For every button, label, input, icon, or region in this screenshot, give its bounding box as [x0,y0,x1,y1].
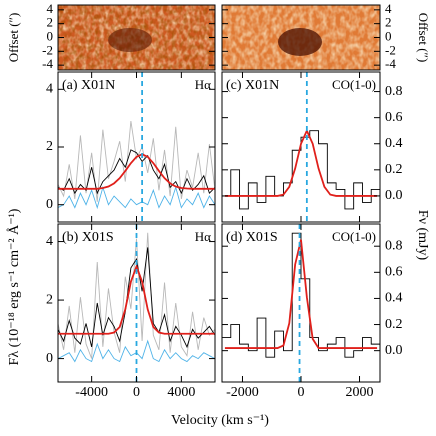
panel-frame [221,223,381,383]
image-left [58,5,215,70]
panel-label: (b) X01S [62,230,114,245]
y-tick-label: 2 [46,292,53,307]
x-tick-label: -2000 [226,385,259,400]
y-tick-label: -2 [385,42,396,57]
image-right [222,5,380,70]
x-tick-label: 0 [298,385,305,400]
y-tick-label: 0 [46,351,53,366]
y-tick-label: 0.0 [385,343,403,358]
panel-frame [57,71,216,223]
panel-label: (d) X01S [226,230,278,245]
y-tick-label: 0.8 [385,84,403,99]
y-tick-label: 0.6 [385,265,403,280]
y-tick-label: 4 [46,234,53,249]
spectrum-line [57,185,216,210]
panel-label: (a) X01N [62,78,115,93]
y-axis-label: Offset (″) [6,13,21,63]
x-tick-label: 0 [133,385,140,400]
panel-frame [57,4,216,71]
x-axis-label: Velocity (km s⁻¹) [171,413,269,428]
y-tick-label: 0.2 [385,162,403,177]
y-tick-label: 4 [47,1,54,16]
y-tick-label: 2 [46,139,53,154]
y-axis-label: Offset (″) [416,13,431,63]
x-tick-label: 2000 [346,385,374,400]
y-tick-label: 0 [47,28,54,43]
spectrum-line [57,120,216,202]
y-tick-label: 0.2 [385,317,403,332]
y-tick-label: 4 [385,1,392,16]
y-axis-label: Fν (mJy) [415,210,430,261]
spectrum-line [57,247,216,349]
panel-frame [221,71,381,223]
y-tick-label: 4 [46,82,53,97]
panel-label: (c) X01N [226,78,279,93]
line-label: Hα [195,229,211,244]
y-tick-label: -4 [42,56,53,71]
spectrum-line [224,128,378,197]
y-axis-label: Fλ (10⁻¹⁸ erg s⁻¹ cm⁻² Å⁻¹) [6,208,22,365]
x-tick-label: -4000 [75,385,108,400]
panel-frame [57,223,216,383]
y-tick-label: 0.4 [385,136,403,151]
line-label: Hα [195,77,211,92]
y-tick-label: -2 [42,42,53,57]
spectrum-line [224,239,378,349]
line-label: CO(1-0) [332,77,376,92]
line-label: CO(1-0) [332,229,376,244]
y-tick-label: -4 [385,56,396,71]
y-tick-label: 0 [385,28,392,43]
spectrum-line [58,263,215,335]
panel-frame [221,4,381,71]
spectrum-line [222,232,380,358]
y-tick-label: 2 [385,15,392,30]
image-feature [278,28,322,56]
y-tick-label: 0.4 [385,291,403,306]
x-tick-label: 4000 [167,385,195,400]
y-tick-label: 0.8 [385,238,403,253]
y-tick-label: 0 [46,197,53,212]
spectrum-line [58,153,215,190]
y-tick-label: 0.0 [385,188,403,203]
y-tick-label: 0.6 [385,110,403,125]
y-tick-label: 2 [47,15,54,30]
image-feature [108,28,152,52]
